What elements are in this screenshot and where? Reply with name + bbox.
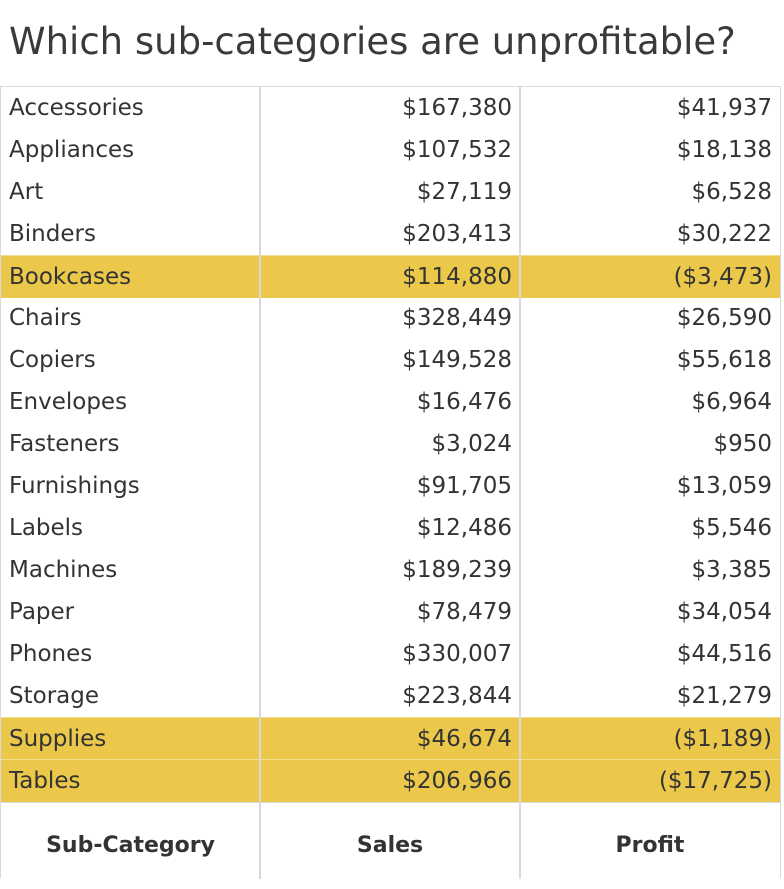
profit-cell: $6,964	[691, 389, 772, 415]
profit-cell: $3,385	[691, 557, 772, 583]
sub-category-cell: Chairs	[9, 305, 82, 331]
sales-cell: $189,239	[402, 557, 512, 583]
sales-cell: $107,532	[402, 137, 512, 163]
column-header-row: Sub-Category Sales Profit	[1, 801, 780, 881]
table-row[interactable]: Paper $78,479 $34,054	[1, 591, 780, 633]
table-row[interactable]: Binders $203,413 $30,222	[1, 213, 780, 255]
profit-cell: $34,054	[676, 599, 772, 625]
table-row[interactable]: Labels $12,486 $5,546	[1, 507, 780, 549]
sub-category-cell: Copiers	[9, 347, 96, 373]
sales-cell: $223,844	[402, 683, 512, 709]
sales-cell: $114,880	[402, 264, 512, 290]
table-row[interactable]: Furnishings $91,705 $13,059	[1, 465, 780, 507]
sub-category-cell: Storage	[9, 683, 99, 709]
sub-category-cell: Accessories	[9, 95, 144, 121]
sub-category-cell: Bookcases	[9, 264, 132, 290]
profit-cell: ($17,725)	[658, 768, 772, 794]
sub-category-cell: Labels	[9, 515, 84, 541]
sub-category-cell: Paper	[9, 599, 75, 625]
table-row-unprofitable[interactable]: Bookcases $114,880 ($3,473)	[1, 255, 780, 298]
profit-cell: ($1,189)	[673, 726, 772, 752]
sales-cell: $328,449	[402, 305, 512, 331]
profit-cell: $26,590	[676, 305, 772, 331]
column-divider	[519, 87, 521, 879]
table-row[interactable]: Fasteners $3,024 $950	[1, 423, 780, 465]
sales-cell: $3,024	[431, 431, 512, 457]
sales-cell: $206,966	[402, 768, 512, 794]
column-divider	[259, 87, 261, 879]
sub-category-cell: Phones	[9, 641, 93, 667]
profit-cell: $21,279	[676, 683, 772, 709]
sales-cell: $46,674	[416, 726, 512, 752]
sub-category-cell: Fasteners	[9, 431, 120, 457]
table-row-unprofitable[interactable]: Supplies $46,674 ($1,189)	[1, 717, 780, 760]
table-row[interactable]: Chairs $328,449 $26,590	[1, 297, 780, 339]
table-row-unprofitable[interactable]: Tables $206,966 ($17,725)	[1, 759, 780, 802]
sales-cell: $78,479	[416, 599, 512, 625]
profit-cell: $18,138	[676, 137, 772, 163]
profit-cell: $950	[713, 431, 772, 457]
profit-cell: $13,059	[676, 473, 772, 499]
sales-cell: $91,705	[416, 473, 512, 499]
sales-cell: $27,119	[416, 179, 512, 205]
table-row[interactable]: Appliances $107,532 $18,138	[1, 129, 780, 171]
sales-cell: $16,476	[416, 389, 512, 415]
profit-cell: $55,618	[676, 347, 772, 373]
sales-cell: $12,486	[416, 515, 512, 541]
table-row[interactable]: Phones $330,007 $44,516	[1, 633, 780, 675]
sales-cell: $330,007	[402, 641, 512, 667]
profit-cell: $44,516	[676, 641, 772, 667]
profit-cell: $6,528	[691, 179, 772, 205]
data-table: Sub-Category Sales Profit Accessories $16…	[0, 86, 781, 881]
sub-category-cell: Supplies	[9, 726, 107, 752]
table-row[interactable]: Storage $223,844 $21,279	[1, 675, 780, 717]
sales-cell: $167,380	[402, 95, 512, 121]
column-header-sub-category[interactable]: Sub-Category	[46, 833, 215, 858]
sub-category-cell: Envelopes	[9, 389, 128, 415]
profit-cell: $30,222	[676, 221, 772, 247]
table-row[interactable]: Accessories $167,380 $41,937	[1, 87, 780, 129]
sub-category-cell: Furnishings	[9, 473, 140, 499]
table-row[interactable]: Copiers $149,528 $55,618	[1, 339, 780, 381]
sales-cell: $149,528	[402, 347, 512, 373]
profit-cell: $5,546	[691, 515, 772, 541]
chart-title: Which sub-categories are unprofitable?	[9, 20, 736, 63]
sub-category-cell: Art	[9, 179, 44, 205]
profit-cell: $41,937	[676, 95, 772, 121]
sub-category-cell: Machines	[9, 557, 118, 583]
sub-category-cell: Binders	[9, 221, 96, 247]
table-row[interactable]: Art $27,119 $6,528	[1, 171, 780, 213]
table-row[interactable]: Machines $189,239 $3,385	[1, 549, 780, 591]
sub-category-cell: Tables	[9, 768, 81, 794]
column-header-sales[interactable]: Sales	[356, 833, 424, 858]
table-row[interactable]: Envelopes $16,476 $6,964	[1, 381, 780, 423]
column-header-profit[interactable]: Profit	[615, 833, 685, 858]
sales-cell: $203,413	[402, 221, 512, 247]
profit-cell: ($3,473)	[673, 264, 772, 290]
sub-category-cell: Appliances	[9, 137, 135, 163]
